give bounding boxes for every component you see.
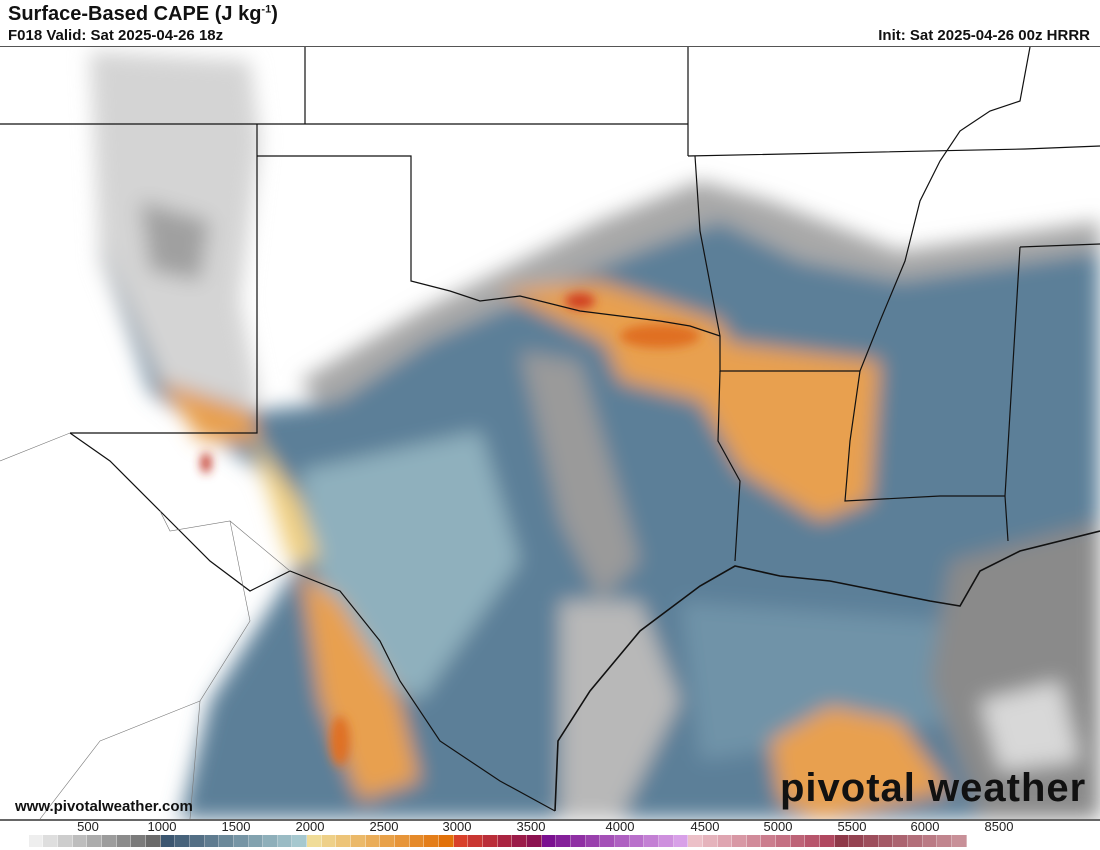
pivotal-weather-logo: pivotal weather: [780, 766, 1087, 810]
colorbar-label: 4500: [690, 819, 720, 834]
cape-map[interactable]: [0, 46, 1100, 821]
colorbar-bin: [673, 835, 689, 847]
colorbar-bin: [321, 835, 337, 847]
colorbar-bin: [277, 835, 293, 847]
colorbar-bin: [263, 835, 278, 847]
colorbar-bin: [497, 835, 513, 847]
cape-maxima: [201, 293, 700, 766]
colorbar-bin: [307, 835, 322, 847]
colorbar-bin: [937, 835, 952, 847]
colorbar: [14, 835, 967, 847]
colorbar-bin: [453, 835, 469, 847]
valid-time: F018 Valid: Sat 2025-04-26 18z: [8, 27, 224, 44]
colorbar-bin: [14, 835, 29, 847]
colorbar-bin: [614, 835, 630, 847]
colorbar-bin: [204, 835, 220, 847]
colorbar-bin: [952, 835, 967, 847]
colorbar-bin: [189, 835, 205, 847]
colorbar-bin: [717, 835, 733, 847]
colorbar-bin: [585, 835, 601, 847]
colorbar-bin: [761, 835, 777, 847]
colorbar-bin: [87, 835, 102, 847]
colorbar-bin: [468, 835, 483, 847]
colorbar-labels: 500 1000 1500 2000 2500 3000 3500 4000 4500 5000 5…: [0, 819, 1100, 835]
colorbar-bin: [541, 835, 557, 847]
colorbar-bin: [570, 835, 586, 847]
title-text: Surface-Based CAPE (J kg: [8, 3, 262, 25]
colorbar-bin: [175, 835, 190, 847]
colorbar-label: 2000: [295, 819, 325, 834]
colorbar-label: 2500: [369, 819, 399, 834]
colorbar-bin: [233, 835, 249, 847]
colorbar-bin: [365, 835, 381, 847]
colorbar-bin: [644, 835, 659, 847]
colorbar-bin: [922, 835, 938, 847]
colorbar-bin: [629, 835, 645, 847]
colorbar-bin: [395, 835, 410, 847]
colorbar-bin: [878, 835, 894, 847]
colorbar-bin: [526, 835, 542, 847]
colorbar-bin: [702, 835, 718, 847]
colorbar-bin: [424, 835, 440, 847]
colorbar-label: 5500: [837, 819, 867, 834]
colorbar-bin: [776, 835, 791, 847]
colorbar-bin: [805, 835, 821, 847]
colorbar-bin: [790, 835, 806, 847]
colorbar-bin: [688, 835, 703, 847]
colorbar-bin: [219, 835, 234, 847]
colorbar-bin: [351, 835, 366, 847]
title-end: ): [271, 3, 278, 25]
colorbar-bin: [439, 835, 454, 847]
mexico-borders: [0, 432, 291, 819]
colorbar-bin: [483, 835, 498, 847]
init-time: Init: Sat 2025-04-26 00z HRRR: [878, 27, 1090, 44]
colorbar-bin: [160, 835, 176, 847]
colorbar-label: 3500: [516, 819, 546, 834]
colorbar-bin: [556, 835, 571, 847]
colorbar-bin: [101, 835, 117, 847]
colorbar-bin: [292, 835, 308, 847]
colorbar-bin: [336, 835, 352, 847]
colorbar-bin: [834, 835, 850, 847]
colorbar-label: 3000: [442, 819, 472, 834]
colorbar-bin: [820, 835, 835, 847]
colorbar-bin: [409, 835, 425, 847]
colorbar-label: 1500: [221, 819, 251, 834]
colorbar-bin: [849, 835, 865, 847]
colorbar-bin: [600, 835, 615, 847]
colorbar-bin: [380, 835, 396, 847]
colorbar-bin: [72, 835, 88, 847]
colorbar-label: 6000: [910, 819, 940, 834]
colorbar-label: 5000: [763, 819, 793, 834]
title-superscript: -1: [261, 3, 272, 16]
colorbar-bin: [746, 835, 762, 847]
colorbar-bin: [864, 835, 879, 847]
colorbar-label: 8500: [984, 819, 1014, 834]
colorbar-bin: [658, 835, 674, 847]
colorbar-bin: [732, 835, 747, 847]
colorbar-bin: [116, 835, 132, 847]
colorbar-bin: [28, 835, 44, 847]
colorbar-label: 4000: [605, 819, 635, 834]
colorbar-bin: [512, 835, 527, 847]
map-title: Surface-Based CAPE (J kg-1): [8, 3, 278, 26]
colorbar-label: 1000: [147, 819, 177, 834]
website-watermark: www.pivotalweather.com: [15, 798, 193, 815]
colorbar-bin: [248, 835, 264, 847]
colorbar-bin: [131, 835, 146, 847]
colorbar-bin: [57, 835, 73, 847]
colorbar-bin: [145, 835, 161, 847]
colorbar-bin: [893, 835, 909, 847]
colorbar-label: 500: [77, 819, 99, 834]
colorbar-bin: [43, 835, 58, 847]
state-borders: [0, 47, 1100, 812]
colorbar-bin: [908, 835, 923, 847]
